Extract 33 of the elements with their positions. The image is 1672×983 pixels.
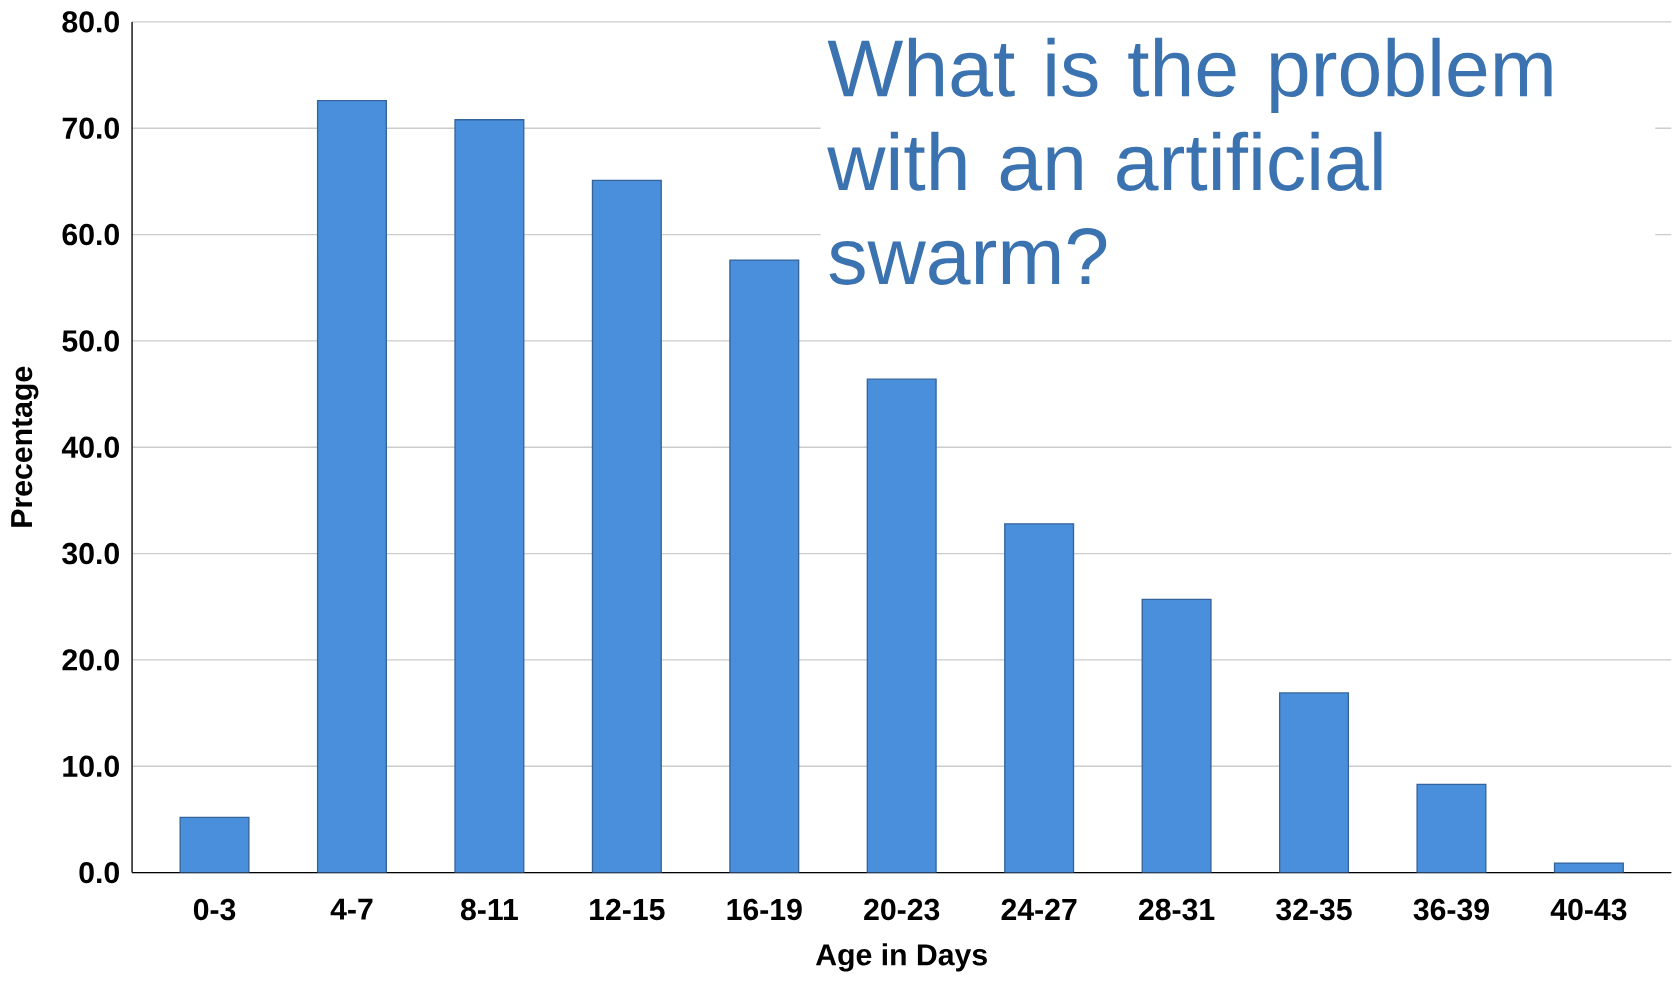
x-tick-label: 40-43	[1550, 898, 1627, 921]
y-tick-label: 80.0	[62, 11, 119, 33]
bar	[316, 100, 387, 873]
bar	[1141, 598, 1212, 873]
bar	[591, 179, 662, 873]
bar	[454, 119, 525, 873]
bar	[1004, 523, 1075, 873]
bar	[179, 816, 250, 873]
x-tick-label: 0-3	[193, 898, 236, 921]
x-tick-label: 32-35	[1276, 898, 1352, 921]
x-tick-label: 12-15	[590, 898, 665, 921]
x-tick-label: 16-19	[727, 898, 802, 921]
y-tick-label: 20.0	[62, 649, 119, 671]
y-tick-label: 30.0	[62, 542, 119, 565]
x-tick-label: 28-31	[1139, 898, 1215, 921]
x-tick-label: 36-39	[1413, 898, 1489, 921]
bar	[729, 259, 800, 873]
x-tick-label: 24-27	[1001, 898, 1077, 921]
y-tick-label: 0.0	[79, 862, 119, 884]
x-tick-label: 20-23	[864, 898, 940, 921]
y-tick-label: 60.0	[62, 223, 119, 246]
y-tick-label: 40.0	[61, 436, 119, 459]
y-axis-title: Precentage	[11, 366, 39, 527]
x-tick-label: 8-11	[460, 898, 518, 921]
y-tick-label: 50.0	[62, 330, 119, 352]
bar	[866, 378, 937, 873]
x-axis-title: Age in Days	[815, 943, 987, 972]
annotation: What is the problem with an artificial swarm?	[827, 37, 1552, 286]
bar	[1278, 692, 1350, 873]
x-tick-label: 4-7	[330, 898, 373, 920]
bar	[1416, 783, 1487, 873]
y-tick-label: 70.0	[62, 117, 119, 140]
y-tick-label: 10.0	[63, 755, 119, 778]
